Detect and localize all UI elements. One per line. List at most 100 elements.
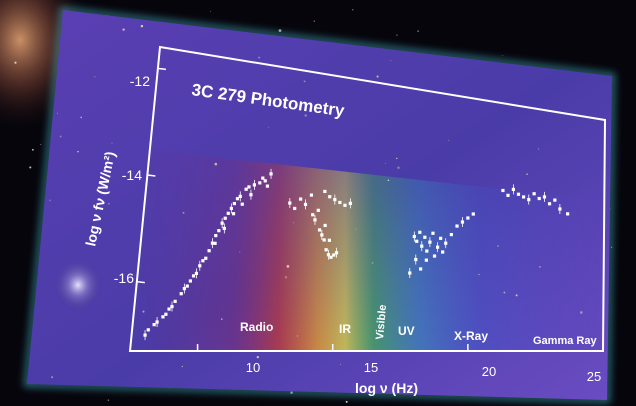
x-tick-15: 15 xyxy=(364,360,378,375)
band-label-radio: Radio xyxy=(240,320,273,334)
data-point xyxy=(506,193,510,197)
data-point xyxy=(317,228,322,232)
data-point xyxy=(231,212,236,216)
data-point xyxy=(238,191,242,202)
data-point xyxy=(299,197,303,201)
data-point xyxy=(247,185,251,189)
data-point xyxy=(566,212,570,216)
data-point xyxy=(182,283,186,294)
data-point xyxy=(516,192,521,196)
data-points xyxy=(143,168,570,341)
panel-stars xyxy=(49,24,583,379)
data-point xyxy=(204,256,208,260)
data-point xyxy=(432,254,437,258)
data-point xyxy=(419,267,423,271)
x-axis-label: log ν (Hz) xyxy=(355,380,418,396)
data-point xyxy=(167,307,171,311)
data-point xyxy=(265,184,270,188)
data-point xyxy=(415,239,419,243)
data-point xyxy=(161,315,165,319)
data-point xyxy=(226,211,230,215)
x-tick-25: 25 xyxy=(587,369,601,384)
data-point xyxy=(553,198,557,202)
data-point xyxy=(213,241,217,245)
data-point xyxy=(414,254,418,265)
data-point xyxy=(423,235,427,239)
data-point xyxy=(333,194,337,205)
data-point xyxy=(334,247,339,258)
data-point xyxy=(455,224,459,228)
data-point xyxy=(471,212,475,216)
data-point xyxy=(217,229,221,233)
galaxy xyxy=(54,259,102,311)
data-point xyxy=(439,236,443,240)
data-point xyxy=(320,229,324,240)
data-point xyxy=(532,192,536,196)
data-point xyxy=(258,181,262,185)
data-point xyxy=(338,200,342,205)
data-point xyxy=(244,187,248,191)
y-tick-mark xyxy=(147,174,156,177)
data-point xyxy=(323,189,327,194)
data-point xyxy=(348,198,352,209)
data-point xyxy=(425,249,429,253)
data-point xyxy=(313,214,317,225)
data-point xyxy=(155,317,159,328)
data-point xyxy=(173,299,177,303)
y-tick-minus12: -12 xyxy=(130,73,150,89)
data-point xyxy=(547,202,552,206)
data-point xyxy=(261,176,265,180)
band-label-uv: UV xyxy=(398,324,415,338)
data-point xyxy=(322,238,326,242)
data-point xyxy=(444,238,448,249)
data-point xyxy=(143,330,147,341)
data-point xyxy=(240,202,244,206)
data-point xyxy=(327,238,332,242)
data-point xyxy=(164,312,168,316)
axis-ticks xyxy=(136,67,604,351)
band-label-xray: X-Ray xyxy=(454,329,488,343)
data-point xyxy=(329,255,333,259)
data-point xyxy=(188,279,193,283)
data-point xyxy=(466,216,470,220)
data-point xyxy=(328,195,332,199)
data-point xyxy=(324,248,328,252)
data-point xyxy=(501,188,505,193)
data-point xyxy=(527,194,531,205)
data-point xyxy=(152,323,156,327)
data-point xyxy=(146,328,150,332)
data-point xyxy=(558,203,562,214)
data-point xyxy=(179,292,183,296)
data-point xyxy=(222,223,226,234)
data-point xyxy=(418,230,422,234)
data-point xyxy=(201,259,205,263)
data-point xyxy=(326,249,331,260)
data-point xyxy=(449,232,453,237)
data-point xyxy=(343,203,347,207)
data-point xyxy=(194,268,199,279)
data-point xyxy=(323,223,327,228)
x-tick-10: 10 xyxy=(246,360,260,375)
data-point xyxy=(303,199,308,210)
data-point xyxy=(288,198,292,209)
data-point xyxy=(332,253,336,257)
data-point xyxy=(185,284,189,288)
y-tick-mark xyxy=(157,67,166,71)
data-point xyxy=(249,189,253,200)
data-point xyxy=(252,179,256,190)
data-point xyxy=(316,208,320,212)
spectrum-band xyxy=(128,150,600,352)
data-point xyxy=(235,197,240,201)
data-point xyxy=(311,213,315,217)
data-point xyxy=(207,249,211,253)
data-point xyxy=(220,218,224,229)
band-label-ir: IR xyxy=(339,322,351,336)
data-point xyxy=(170,301,174,312)
data-point xyxy=(412,231,416,242)
data-point xyxy=(435,242,440,253)
x-tick-20: 20 xyxy=(482,364,496,379)
data-point xyxy=(293,206,297,211)
y-tick-minus16: -16 xyxy=(114,270,134,286)
data-point xyxy=(408,268,412,279)
